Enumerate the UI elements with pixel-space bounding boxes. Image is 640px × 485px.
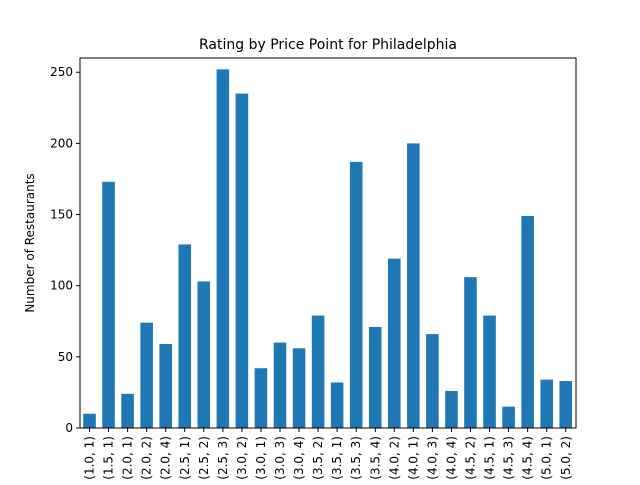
x-tick-label: (4.0, 3) — [425, 436, 439, 480]
x-tick-label: (4.0, 2) — [387, 436, 401, 480]
x-tick-label: (3.0, 4) — [292, 436, 306, 480]
bar — [311, 315, 325, 428]
bar — [83, 413, 96, 428]
y-tick-label: 0 — [65, 421, 73, 435]
bar — [521, 215, 534, 428]
bar — [121, 393, 134, 428]
x-tick-label: (2.0, 1) — [121, 436, 135, 480]
x-tick-label: (4.5, 1) — [483, 436, 497, 480]
y-axis-label: Number of Restaurants — [23, 173, 37, 312]
x-tick-label: (2.0, 4) — [159, 436, 173, 480]
x-axis: (1.0, 1) (1.5, 1) (2.0, 1) (2.0, 2) (2.0, 4)… — [83, 428, 573, 480]
x-tick-label: (3.5, 2) — [311, 436, 325, 480]
x-tick-label: (5.0, 1) — [540, 436, 554, 480]
x-tick-label: (3.5, 3) — [349, 436, 363, 480]
bar — [445, 391, 458, 428]
x-tick-label: (4.0, 4) — [444, 436, 458, 480]
x-tick-label: (4.0, 1) — [406, 436, 420, 480]
bar — [178, 244, 192, 428]
bar — [292, 348, 306, 428]
bar — [483, 315, 496, 428]
x-tick-label: (4.5, 2) — [464, 436, 478, 480]
x-tick-label: (1.0, 1) — [83, 436, 97, 480]
bar — [330, 382, 344, 428]
x-tick-label: (3.5, 4) — [368, 436, 382, 480]
x-tick-label: (2.5, 3) — [216, 436, 230, 480]
bar — [216, 69, 230, 428]
bar — [254, 368, 268, 428]
x-tick-label: (2.5, 2) — [197, 436, 211, 480]
y-tick-label: 250 — [50, 65, 73, 79]
x-tick-label: (3.0, 2) — [235, 436, 249, 480]
chart-title: Rating by Price Point for Philadelphia — [199, 37, 457, 53]
y-axis: 0 50 100 150 200 250 — [50, 65, 80, 435]
x-tick-label: (2.0, 2) — [140, 436, 154, 480]
bar — [502, 406, 515, 428]
bars-layer — [83, 69, 573, 428]
bar — [159, 344, 172, 428]
x-tick-label: (3.0, 3) — [273, 436, 287, 480]
plot-area-frame — [79, 57, 577, 429]
x-tick-label: (2.5, 1) — [178, 436, 192, 480]
x-tick-label: (4.5, 4) — [521, 436, 535, 480]
bar — [368, 326, 382, 428]
bar — [407, 143, 420, 428]
bar — [273, 342, 287, 428]
bar — [102, 181, 115, 428]
x-tick-label: (5.0, 2) — [559, 436, 573, 480]
bar — [235, 93, 249, 428]
bar — [559, 381, 573, 428]
bar — [426, 334, 439, 428]
y-tick-label: 200 — [50, 136, 73, 150]
x-tick-label: (1.5, 1) — [102, 436, 116, 480]
x-tick-label: (3.5, 1) — [330, 436, 344, 480]
y-tick-label: 50 — [58, 350, 73, 364]
bar — [464, 277, 477, 428]
bar — [540, 379, 553, 428]
bar — [388, 258, 401, 428]
x-tick-label: (3.0, 1) — [254, 436, 268, 480]
x-tick-label: (4.5, 3) — [502, 436, 516, 480]
bar — [197, 281, 211, 428]
bar — [140, 322, 153, 428]
y-tick-label: 150 — [50, 208, 73, 222]
bar — [349, 161, 363, 428]
y-tick-label: 100 — [50, 279, 73, 293]
